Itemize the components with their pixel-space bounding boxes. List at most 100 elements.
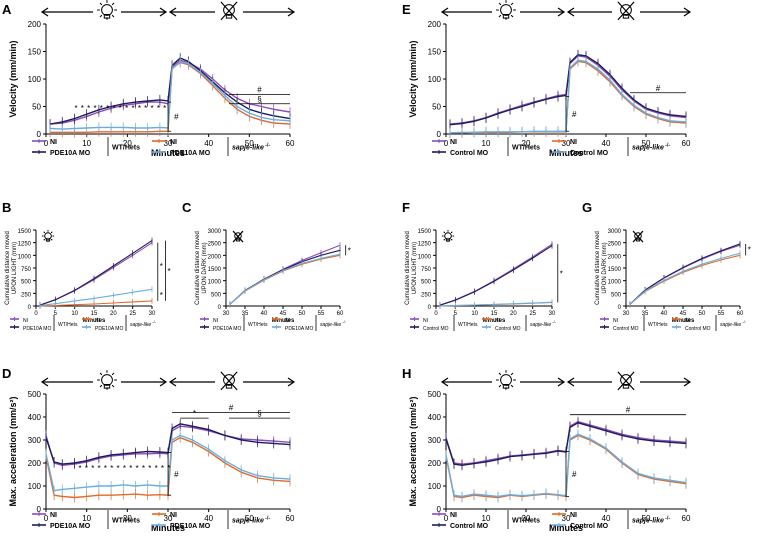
y-tick-label: 500 [21, 280, 32, 286]
bulb-glass [101, 4, 113, 16]
y-tick-label: 750 [21, 267, 32, 273]
arrow-head-left [440, 7, 449, 17]
y-tick-label: 0 [437, 130, 442, 139]
significance-mark: * [160, 262, 163, 271]
legend-label: PDE10A MO [285, 326, 313, 332]
significance-mark: # [572, 470, 577, 479]
y-tick-label: 2000 [608, 254, 622, 260]
bulb-base [235, 238, 241, 242]
series-line-3 [449, 59, 687, 134]
x-axis-label: Minutes [151, 148, 185, 158]
x-tick-label: 25 [529, 311, 536, 317]
legend-label: Control MO [423, 326, 449, 332]
x-tick-label: 40 [602, 514, 611, 523]
bulb-ray [498, 384, 502, 388]
x-tick-label: 15 [491, 311, 498, 317]
legend-group-name: WT/Hets [248, 322, 268, 328]
y-tick-label: 200 [428, 20, 442, 29]
y-tick-label: 500 [611, 292, 622, 298]
y-tick-label: 200 [428, 459, 442, 468]
x-tick-label: 30 [562, 514, 571, 523]
bulb-ray [99, 372, 103, 376]
legend: NI PDE10A MO WT/Hets NI PDE10A MO sapje-like … [10, 315, 157, 332]
x-tick-label: 40 [602, 139, 611, 148]
arrow-head-left [566, 377, 575, 387]
legend-label: NI [50, 512, 57, 519]
y-tick-label: 1250 [418, 242, 432, 248]
x-tick-label: 45 [280, 311, 287, 317]
y-axis-label: Velocity (mm/min) [8, 40, 18, 117]
y-tick-label: 200 [28, 20, 42, 29]
bulb-ray [510, 384, 514, 388]
icon-bg [215, 0, 243, 24]
lightbulb-icon [97, 370, 117, 390]
significance-mark: # [656, 84, 661, 93]
bulb-ray [498, 2, 502, 6]
panel-g: G 0 500 1000 1500 2000 2500 3000 30 35 40 45 50 55 60 M… [582, 200, 751, 332]
y-tick-label: 1000 [18, 254, 32, 260]
y-tick-label: 250 [21, 292, 32, 298]
x-tick-label: 60 [737, 311, 744, 317]
significance-mark: * [160, 291, 163, 300]
bulb-ray [510, 14, 514, 18]
series-line-3 [50, 60, 291, 130]
legend-label: NI [613, 318, 618, 324]
legend-group-label: WT/Hets [112, 518, 140, 525]
x-axis-label: Minutes [549, 523, 583, 533]
y-axis-label: Max. acceleration (mm/s²) [8, 396, 18, 506]
bulb-base [622, 384, 630, 389]
bulb-glass [500, 4, 512, 16]
legend-label: PDE10A MO [95, 326, 123, 332]
panel-letter: D [2, 366, 11, 381]
y-tick-label: 750 [421, 267, 432, 273]
series-line-3 [439, 301, 553, 307]
legend-label: PDE10A MO [213, 326, 241, 332]
series-line-3 [629, 252, 741, 305]
bulb-ray [450, 238, 453, 241]
x-tick-label: 50 [299, 311, 306, 317]
x-tick-label: 0 [444, 514, 449, 523]
arrow-head-right [159, 7, 168, 17]
legend-group-name: sapje-like [232, 518, 264, 525]
significance-bracket [565, 451, 569, 497]
crossed-lightbulb-icon [232, 230, 244, 243]
legend-group-name: sapje-like [632, 145, 664, 152]
arrow-head-left [168, 7, 177, 17]
legend-group-label: sapje-like -/- [232, 516, 270, 525]
y-tick-label: 0 [37, 130, 42, 139]
x-tick-label: 40 [204, 514, 213, 523]
legend-label: NI [450, 139, 457, 146]
y-tick-label: 0 [437, 505, 442, 514]
y-tick-label: 1500 [208, 267, 222, 273]
arrow-head-right [159, 377, 168, 387]
cross-line [220, 1, 238, 21]
x-axis-label: Minutes [549, 148, 583, 158]
legend-group-label: WT/Hets [512, 145, 540, 152]
x-tick-label: 20 [522, 139, 531, 148]
legend-group-name: WT/Hets [512, 518, 540, 525]
y-axis-label-line: UPON DARK (mm) [202, 242, 208, 293]
y-axis-label: Velocity (mm/min) [408, 40, 418, 117]
bulb-glass [500, 374, 512, 386]
significance-mark: * [560, 269, 563, 278]
legend-group-name: WT/Hets [458, 322, 478, 328]
y-tick-label: 1000 [418, 254, 432, 260]
legend-group-sup: -/- [551, 319, 557, 324]
x-tick-label: 10 [82, 139, 91, 148]
x-tick-label: 20 [510, 311, 517, 317]
x-tick-label: 5 [54, 311, 58, 317]
y-tick-label: 100 [28, 75, 42, 84]
bulb-ray [450, 231, 453, 234]
panel-letter: G [582, 200, 592, 215]
legend-label: PDE10A MO [50, 150, 91, 157]
series-line-1 [629, 243, 741, 305]
y-tick-label: 400 [428, 413, 442, 422]
legend-group-label: sapje-like -/- [130, 319, 157, 328]
icon-bg [612, 0, 640, 24]
legend: NI Control MO WT/Hets NI Control MO sapje-lik… [432, 510, 670, 530]
arrow-head-right [557, 7, 566, 17]
significance-mark: # [174, 470, 179, 479]
x-tick-label: 0 [44, 139, 49, 148]
y-axis-label-line: Cumulative distance moved [405, 231, 411, 305]
